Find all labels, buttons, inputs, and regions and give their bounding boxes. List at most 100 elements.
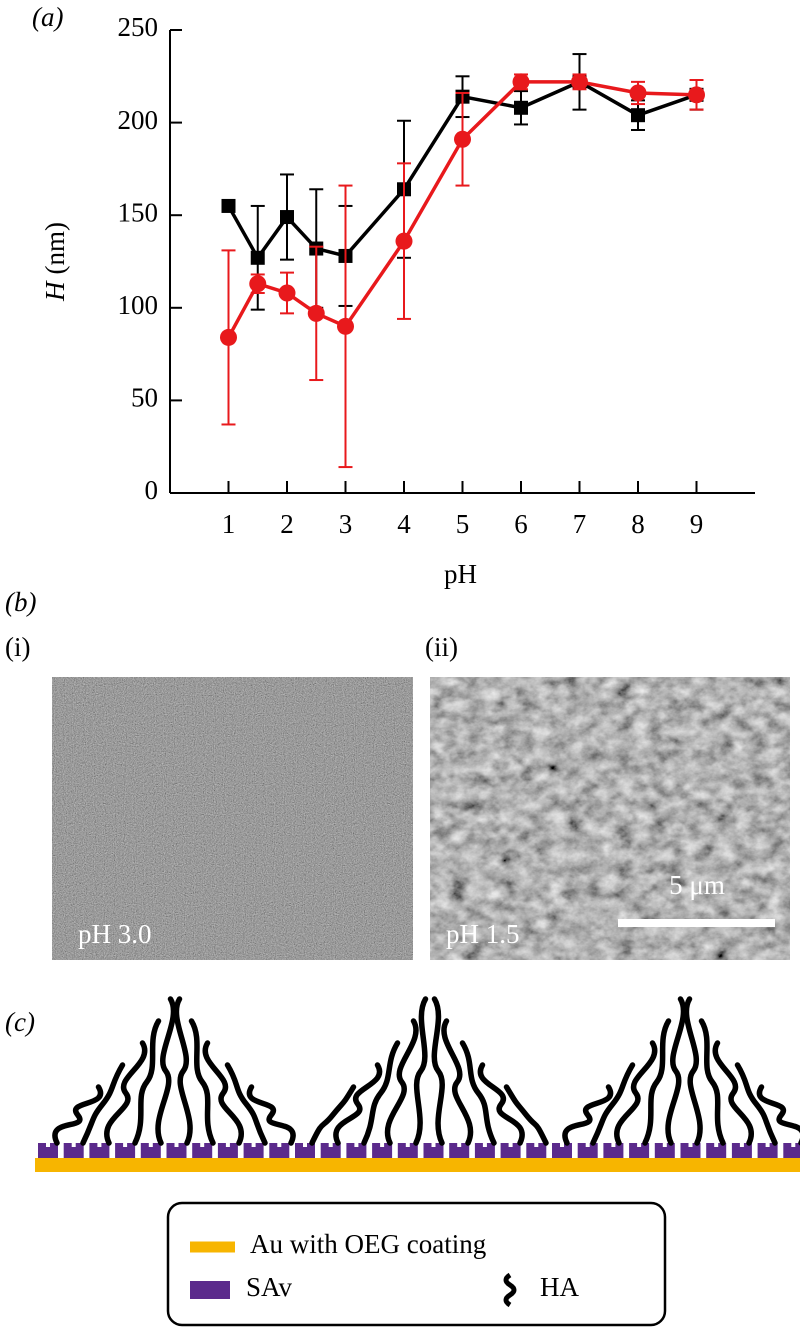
sav-notch: [251, 1143, 256, 1147]
sav-unit: [577, 1143, 598, 1158]
marker: [631, 108, 645, 123]
sav-notch: [560, 1143, 564, 1147]
marker: [307, 304, 325, 322]
sav-unit: [654, 1143, 675, 1158]
ha-strand: [665, 996, 687, 1146]
marker: [220, 328, 237, 346]
sav-unit: [680, 1143, 701, 1158]
ha-strand: [384, 1018, 419, 1146]
marker: [221, 198, 236, 213]
sav-notch: [585, 1143, 590, 1147]
ha-strand: [562, 1084, 614, 1146]
sav-unit: [115, 1143, 136, 1158]
sav-unit: [38, 1143, 58, 1158]
legend-box: [166, 1201, 667, 1327]
ha-strand: [132, 1018, 162, 1146]
ha-strand: [361, 1040, 401, 1146]
sav-unit: [397, 1143, 418, 1158]
sav-notch: [791, 1143, 796, 1147]
sav-notch: [174, 1143, 179, 1147]
sav-notch: [611, 1143, 616, 1147]
sav-notch: [200, 1143, 205, 1147]
y-tick-label: 100: [118, 290, 159, 320]
sav-unit: [603, 1143, 624, 1158]
marker: [337, 317, 354, 335]
y-tick-label: 150: [118, 197, 159, 227]
x-tick-label: 1: [222, 509, 236, 539]
panel-label: (c): [5, 1007, 35, 1037]
sav-notch: [405, 1143, 410, 1147]
panel-label: (i): [5, 632, 30, 662]
sav-notch: [508, 1143, 513, 1147]
y-tick-label: 200: [118, 105, 159, 135]
sav-notch: [739, 1143, 744, 1147]
x-axis-label: pH: [444, 559, 477, 589]
sav-notch: [637, 1143, 642, 1147]
legend-swatch: [190, 1281, 230, 1299]
sav-notch: [148, 1143, 153, 1147]
panel-label: (ii): [425, 632, 458, 662]
sav-unit: [192, 1143, 213, 1158]
sav-unit: [372, 1143, 393, 1158]
sav-notch: [354, 1143, 359, 1147]
sav-notch: [71, 1143, 76, 1147]
sav-notch: [688, 1143, 693, 1147]
ha-strand: [333, 1062, 383, 1146]
sav-notch: [277, 1143, 282, 1147]
schematic: [35, 996, 800, 1172]
ha-strand: [155, 996, 177, 1146]
sav-unit: [346, 1143, 367, 1158]
x-tick-label: 7: [573, 509, 587, 539]
sav-unit: [500, 1143, 521, 1158]
sav-unit: [526, 1143, 547, 1158]
ha-strand: [104, 1040, 148, 1146]
marker: [250, 250, 265, 265]
ha-strand: [173, 996, 193, 1146]
y-tick-label: 0: [145, 475, 159, 505]
sav-notch: [328, 1143, 333, 1147]
sav-notch: [123, 1143, 128, 1147]
marker: [629, 84, 647, 102]
ha-strand: [712, 1040, 754, 1146]
x-tick-label: 4: [397, 509, 411, 539]
x-tick-label: 2: [280, 509, 294, 539]
sav-notch: [662, 1143, 667, 1147]
scale-bar-label: 5 μm: [669, 870, 725, 900]
x-tick-label: 6: [514, 509, 528, 539]
sav-unit: [166, 1143, 187, 1158]
sav-unit: [243, 1143, 264, 1158]
marker: [514, 100, 528, 115]
y-axis-unit: (nm): [40, 222, 70, 274]
marker: [249, 275, 267, 293]
ha-strand: [734, 1062, 778, 1146]
ha-strand: [503, 1084, 549, 1146]
marker: [688, 86, 705, 104]
x-tick-label: 3: [339, 509, 353, 539]
marker: [280, 210, 294, 225]
y-axis-label: H (nm): [40, 222, 70, 302]
ha-strand: [642, 1018, 672, 1146]
sav-notch: [380, 1143, 385, 1147]
panel-label: (a): [32, 2, 63, 32]
marker: [571, 73, 588, 91]
y-tick-label: 50: [131, 383, 158, 413]
sav-notch: [534, 1143, 539, 1147]
sav-unit: [552, 1143, 572, 1158]
ha-strand: [52, 1084, 104, 1146]
ha-strand: [413, 996, 429, 1146]
sav-notch: [225, 1143, 230, 1147]
sav-notch: [303, 1143, 307, 1147]
y-axis-symbol: H: [40, 280, 70, 302]
legend-swatch: [503, 1272, 517, 1308]
marker: [395, 232, 413, 250]
sav-unit: [89, 1143, 110, 1158]
sav-unit: [757, 1143, 778, 1158]
ha-strand: [477, 1062, 525, 1146]
sav-unit: [217, 1143, 238, 1158]
marker: [454, 130, 471, 148]
sav-unit: [706, 1143, 727, 1158]
ha-strand: [188, 1018, 216, 1146]
ha-strand: [698, 1018, 726, 1146]
ha-strand: [202, 1040, 244, 1146]
ha-strand: [224, 1062, 268, 1146]
